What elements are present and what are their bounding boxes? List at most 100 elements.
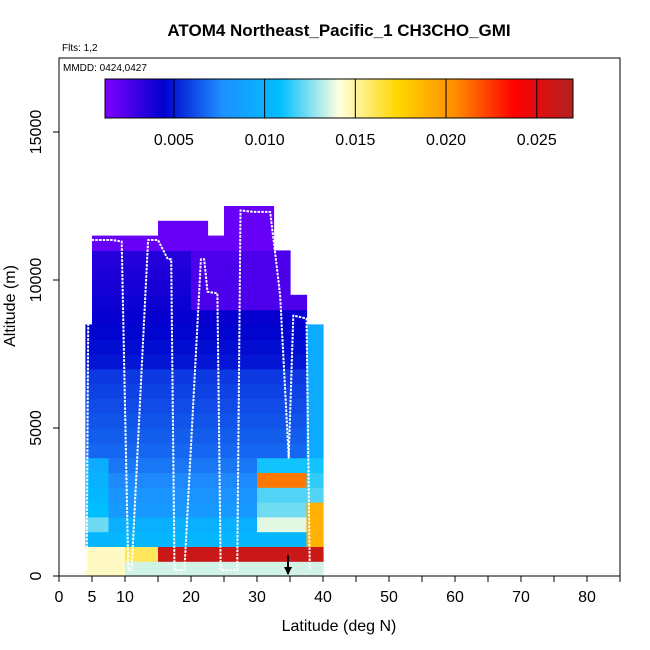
heatmap-cell — [191, 354, 209, 370]
heatmap-cell — [207, 561, 225, 577]
heatmap-cell — [174, 531, 192, 547]
heatmap-cell — [207, 487, 225, 503]
heatmap-cell — [257, 457, 275, 473]
heatmap-cell — [174, 502, 192, 518]
heatmap-cell — [207, 294, 225, 311]
heatmap-cell — [158, 339, 176, 355]
x-tick-label: 20 — [182, 589, 200, 606]
heatmap-cell — [174, 250, 192, 266]
heatmap-cell — [85, 398, 93, 414]
y-axis-label: Altitude (m) — [2, 265, 19, 347]
heatmap-cell — [240, 428, 258, 444]
heatmap-cell — [92, 516, 110, 533]
heatmap-cell — [125, 265, 143, 281]
heatmap-cell — [92, 339, 110, 355]
heatmap-cell — [125, 472, 143, 488]
heatmap-cell — [224, 457, 242, 473]
heatmap-cell — [224, 354, 242, 370]
heatmap-cell — [158, 487, 176, 503]
heatmap-cell — [290, 294, 308, 311]
heatmap-cell — [290, 413, 308, 429]
heatmap-cell — [240, 265, 258, 281]
heatmap-cell — [174, 339, 192, 355]
heatmap-cell — [224, 280, 242, 296]
heatmap-cell — [92, 265, 110, 281]
heatmap-cell — [240, 502, 258, 518]
heatmap-cell — [141, 265, 159, 281]
heatmap-cell — [224, 428, 242, 444]
heatmap-cell — [224, 339, 242, 355]
heatmap-cell — [158, 265, 176, 281]
heatmap-cell — [240, 280, 258, 296]
heatmap-cell — [92, 398, 110, 414]
heatmap-cell — [240, 546, 258, 562]
heatmap-cell — [224, 398, 242, 414]
heatmap-cell — [290, 487, 308, 503]
heatmap-cell — [92, 413, 110, 429]
heatmap-cell — [125, 339, 143, 355]
heatmap-cell — [257, 428, 275, 444]
heatmap-cell — [158, 398, 176, 414]
x-tick-label: 80 — [578, 589, 596, 606]
heatmap-cell — [191, 457, 209, 473]
heatmap-cell — [257, 442, 275, 459]
heatmap-cell — [273, 250, 291, 266]
heatmap-cell — [125, 457, 143, 473]
colorbar-tick-label: 0.005 — [154, 132, 194, 149]
heatmap-cell — [224, 413, 242, 429]
heatmap-cell — [92, 368, 110, 385]
heatmap-cell — [306, 413, 324, 429]
heatmap-cell — [191, 280, 209, 296]
heatmap-cell — [207, 428, 225, 444]
x-tick-label: 30 — [248, 589, 266, 606]
heatmap-cell — [108, 339, 126, 355]
heatmap-cell — [85, 457, 93, 473]
heatmap-cell — [224, 294, 242, 311]
heatmap-cell — [141, 324, 159, 340]
heatmap-cell — [108, 502, 126, 518]
heatmap-cell — [207, 413, 225, 429]
heatmap-cell — [191, 413, 209, 429]
heatmap-cell — [174, 309, 192, 325]
heatmap-cell — [108, 531, 126, 547]
heatmap-cell — [191, 487, 209, 503]
heatmap-cell — [290, 368, 308, 385]
heatmap-cell — [207, 324, 225, 340]
heatmap-cell — [191, 502, 209, 518]
heatmap-cell — [240, 294, 258, 311]
heatmap-cell — [141, 457, 159, 473]
heatmap-cell — [273, 428, 291, 444]
chart-title: ATOM4 Northeast_Pacific_1 CH3CHO_GMI — [167, 21, 510, 40]
x-tick-label: 60 — [446, 589, 464, 606]
heatmap-cell — [207, 457, 225, 473]
heatmap-cell — [174, 294, 192, 311]
x-tick-label: 50 — [380, 589, 398, 606]
heatmap-cell — [85, 428, 93, 444]
heatmap-cell — [125, 413, 143, 429]
heatmap-cell — [158, 368, 176, 385]
heatmap-cell — [174, 220, 192, 237]
heatmap-cell — [141, 354, 159, 370]
heatmap-cell — [191, 383, 209, 399]
dates-label: MMDD: 0424,0427 — [63, 63, 147, 74]
heatmap-cell — [207, 383, 225, 399]
heatmap-cell — [191, 235, 209, 251]
flight-track-line — [85, 209, 311, 572]
heatmap-cell — [290, 324, 308, 340]
heatmap-cell — [224, 309, 242, 325]
heatmap-cell — [257, 309, 275, 325]
heatmap-cell — [85, 502, 93, 518]
heatmap-cell — [306, 339, 324, 355]
heatmap-cell — [108, 368, 126, 385]
heatmap-cell — [207, 546, 225, 562]
heatmap-cell — [141, 472, 159, 488]
heatmap-cell — [174, 472, 192, 488]
heatmap-cell — [224, 546, 242, 562]
heatmap-cell — [207, 309, 225, 325]
heatmap-cell — [125, 368, 143, 385]
heatmap-cell — [174, 368, 192, 385]
heatmap-cell — [306, 561, 324, 577]
heatmap-cell — [257, 561, 275, 577]
heatmap-cell — [290, 309, 308, 325]
